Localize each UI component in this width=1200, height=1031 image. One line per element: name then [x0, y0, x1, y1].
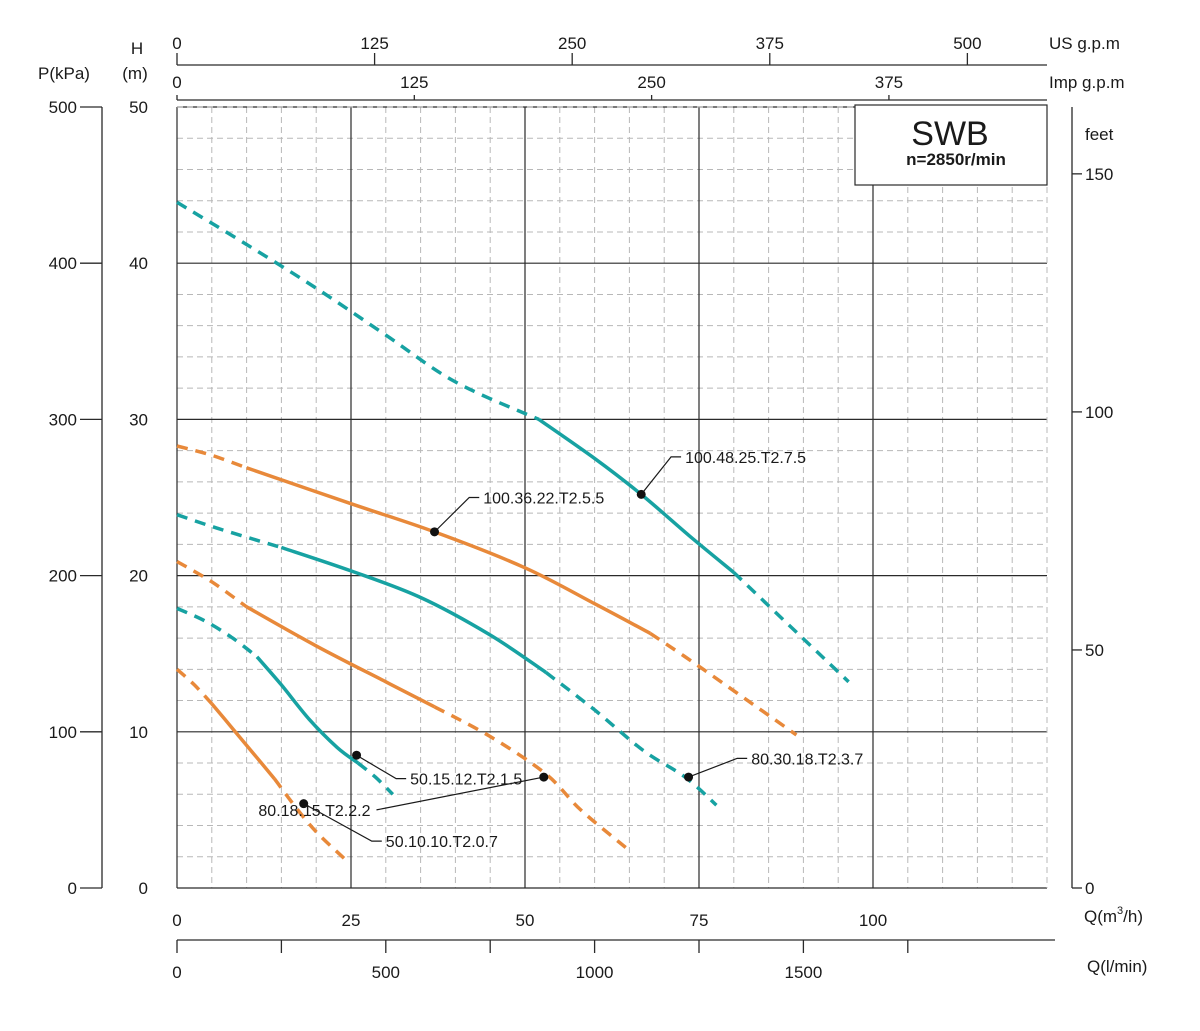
- q-lmin-tick-label: 500: [372, 963, 400, 982]
- callout-leader: [640, 456, 682, 495]
- pressure-tick-label: 300: [49, 410, 77, 429]
- curve-label: 80.18.15.T2.2.2: [258, 803, 370, 820]
- curve-dashed-end: [732, 571, 850, 684]
- curve-solid: [210, 702, 276, 780]
- q-m3h-axis-title-tail: /h): [1123, 907, 1143, 926]
- q-m3h-tick-label: 25: [342, 911, 361, 930]
- curve-dashed-end: [356, 761, 395, 796]
- q-lmin-axis-title: Q(l/min): [1087, 957, 1147, 976]
- feet-tick-label: 150: [1085, 165, 1113, 184]
- curve-dashed-end: [433, 705, 631, 852]
- chart-title: SWB: [911, 115, 988, 153]
- curve-solid: [246, 466, 652, 635]
- curve-dashed-start: [176, 444, 248, 470]
- curve-dashed-start: [175, 667, 214, 705]
- imp-gpm-tick-label: 375: [875, 73, 903, 92]
- curve-label: 100.36.22.T2.5.5: [483, 491, 604, 508]
- series-100.48.25.T2.7.5: 100.48.25.T2.7.5: [176, 200, 850, 684]
- title-box-frame: [854, 104, 1048, 186]
- imp-gpm-tick-label: 0: [172, 73, 181, 92]
- q-lmin-tick-label: 1000: [576, 963, 614, 982]
- curve-label: 50.10.10.T2.0.7: [386, 834, 498, 851]
- us-gpm-tick-label: 250: [558, 34, 586, 53]
- head-axis-unit: (m): [122, 64, 147, 83]
- feet-tick-label: 50: [1085, 641, 1104, 660]
- imp-gpm-axis-title: Imp g.p.m: [1049, 73, 1125, 92]
- q-lmin-tick-label: 0: [172, 963, 181, 982]
- feet-tick-label: 0: [1085, 879, 1094, 898]
- us-gpm-tick-label: 375: [756, 34, 784, 53]
- chart-subtitle: n=2850r/min: [906, 150, 1006, 169]
- callout-leader: [376, 776, 544, 811]
- curve-dashed-start: [176, 513, 282, 550]
- pressure-tick-label: 200: [49, 567, 77, 586]
- curve-label: 100.48.25.T2.7.5: [685, 450, 806, 467]
- pressure-tick-label: 400: [49, 254, 77, 273]
- curve-solid: [255, 655, 360, 765]
- series-80.30.18.T2.3.7: 80.30.18.T2.3.7: [176, 513, 863, 807]
- imp-gpm-tick-label: 125: [400, 73, 428, 92]
- operating-point: [539, 772, 549, 782]
- q-m3h-tick-label: 100: [859, 911, 887, 930]
- curve-dashed-end: [544, 671, 718, 807]
- callout-leader: [434, 496, 480, 533]
- us-gpm-tick-label: 500: [953, 34, 981, 53]
- head-tick-label: 40: [129, 254, 148, 273]
- operating-point: [352, 750, 362, 760]
- q-lmin-tick-label: 1500: [784, 963, 822, 982]
- curve-dashed-start: [176, 559, 248, 609]
- curve-solid: [280, 545, 547, 674]
- us-gpm-axis-title: US g.p.m: [1049, 34, 1120, 53]
- callout-leader: [356, 754, 407, 780]
- operating-point: [299, 799, 309, 809]
- pressure-tick-label: 100: [49, 723, 77, 742]
- pressure-axis-title: P(kPa): [38, 64, 90, 83]
- series-80.18.15.T2.2.2: 80.18.15.T2.2.2: [176, 559, 631, 852]
- q-m3h-axis-title-main: Q(m: [1084, 907, 1117, 926]
- q-m3h-tick-label: 0: [172, 911, 181, 930]
- pressure-tick-label: 500: [49, 98, 77, 117]
- series-50.15.12.T2.1.5: 50.15.12.T2.1.5: [176, 606, 522, 796]
- q-m3h-tick-label: 50: [516, 911, 535, 930]
- q-m3h-tick-label: 75: [690, 911, 709, 930]
- grid: [176, 106, 1048, 889]
- title-box: SWB n=2850r/min: [854, 104, 1048, 186]
- head-tick-label: 20: [129, 567, 148, 586]
- imp-gpm-tick-label: 250: [637, 73, 665, 92]
- callout-leader: [303, 803, 382, 842]
- curve-label: 50.15.12.T2.1.5: [410, 772, 522, 789]
- callout-leader: [688, 757, 748, 778]
- feet-tick-label: 100: [1085, 403, 1113, 422]
- series-100.36.22.T2.5.5: 100.36.22.T2.5.5: [176, 444, 798, 737]
- head-tick-label: 30: [129, 410, 148, 429]
- curve-dashed-end: [649, 631, 798, 737]
- series: 50.10.10.T2.0.7 50.15.12.T2.1.5 80.18.15.T…: [175, 200, 863, 860]
- q-m3h-axis-title: Q(m3/h): [1084, 905, 1143, 926]
- operating-point: [636, 489, 646, 499]
- head-axis-title: H: [131, 39, 143, 58]
- q-m3h-axis-title-sup: 3: [1117, 905, 1123, 917]
- head-tick-label: 50: [129, 98, 148, 117]
- feet-axis-title: feet: [1085, 125, 1114, 144]
- us-gpm-tick-label: 125: [360, 34, 388, 53]
- curve-label: 80.30.18.T2.3.7: [751, 751, 863, 768]
- operating-point: [684, 772, 694, 782]
- curve-solid: [245, 605, 436, 709]
- curve-dashed-start: [176, 200, 540, 421]
- pressure-tick-label: 0: [68, 879, 77, 898]
- series-50.10.10.T2.0.7: 50.10.10.T2.0.7: [175, 667, 498, 860]
- curve-dashed-start: [176, 606, 259, 659]
- head-tick-label: 10: [129, 723, 148, 742]
- operating-point: [430, 527, 440, 537]
- head-tick-label: 0: [139, 879, 148, 898]
- us-gpm-tick-label: 0: [172, 34, 181, 53]
